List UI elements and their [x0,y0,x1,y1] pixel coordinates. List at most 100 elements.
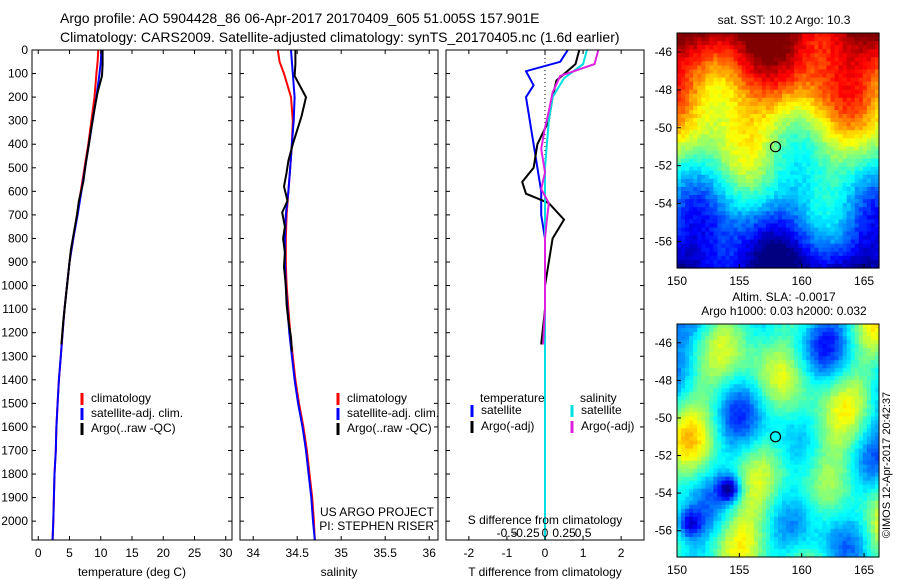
map-cell [709,424,714,430]
map-cell [802,364,807,369]
map-cell [866,332,872,337]
map-cell [689,97,694,103]
map-cell [681,332,686,337]
map-cell [689,251,694,257]
map-cell [786,324,791,329]
map-cell [818,69,824,75]
map-cell [681,456,686,462]
map-cell [713,53,718,58]
y-tick-label: 900 [8,255,28,269]
map-cell [677,384,682,389]
map-cell [677,191,682,196]
map-cell [705,77,710,83]
map-cell [677,259,682,265]
map-cell [806,142,811,148]
map-cell [810,174,815,180]
map-cell [733,118,739,123]
map-cell [733,61,739,67]
map-cell [874,440,880,446]
map-cell [778,73,783,79]
map-cell [838,65,844,71]
map-cell [802,126,807,131]
map-cell [778,227,783,233]
map-cell [790,255,795,261]
map-cell [705,259,710,265]
map-cell [830,77,836,83]
map-cell [830,81,836,87]
map-cell [866,211,872,216]
map-cell [717,186,723,192]
map-cell [693,219,698,225]
map-cell [745,166,751,172]
map-cell [773,324,779,329]
map-cell [745,231,751,237]
map-cell [862,259,868,265]
map-cell [753,150,759,156]
map-cell [802,444,807,450]
map-cell [701,360,706,365]
map-cell [693,166,698,172]
map-cell [842,215,848,220]
axes-frame [239,49,439,541]
map-cell [810,182,815,188]
map-cell [693,360,698,365]
map-cell [729,388,735,393]
map-cell [709,420,714,426]
map-cell [778,130,783,135]
map-cell [842,384,848,389]
map-cell [858,239,864,245]
y-tick-label: -50 [655,121,673,135]
map-cell [737,444,743,450]
map-cell [810,215,815,220]
map-cell [830,464,836,470]
map-cell [842,440,848,446]
map-cell [689,77,694,83]
map-cell [765,364,771,369]
map-cell [858,215,864,220]
map-cell [866,396,872,401]
map-cell [761,420,767,426]
map-cell [705,174,710,180]
map-cell [701,243,706,249]
map-cell [677,360,682,365]
map-cell [842,53,848,58]
map-cell [842,436,848,442]
map-cell [741,45,747,50]
map-cell [794,372,799,377]
map-cell [814,243,819,249]
map-cell [838,428,844,434]
map-cell [810,219,815,225]
map-cell [838,150,844,156]
map-cell [685,126,690,131]
map-cell [769,356,775,361]
map-cell [769,174,775,180]
map-cell [874,408,880,413]
map-cell [733,105,739,111]
x-tick-label: 150 [667,274,687,288]
map-cell [790,122,795,127]
map-cell [854,364,860,369]
map-cell [850,142,856,148]
map-cell [725,170,731,176]
map-cell [717,109,723,115]
map-cell [874,154,880,160]
map-cell [721,368,727,373]
map-cell [721,396,727,401]
map-cell [705,199,710,204]
map-cell [778,348,783,353]
map-cell [818,174,824,180]
map-cell [685,118,690,123]
map-cell [689,223,694,229]
map-cell [818,166,824,172]
map-cell [709,380,714,385]
map-cell [685,392,690,397]
map-cell [814,364,819,369]
map-cell [773,243,779,249]
map-cell [689,263,694,269]
map-cell [737,89,743,95]
map-cell [862,33,868,38]
map-cell [693,412,698,417]
map-cell [681,97,686,103]
map-cell [705,227,710,233]
map-cell [830,332,836,337]
